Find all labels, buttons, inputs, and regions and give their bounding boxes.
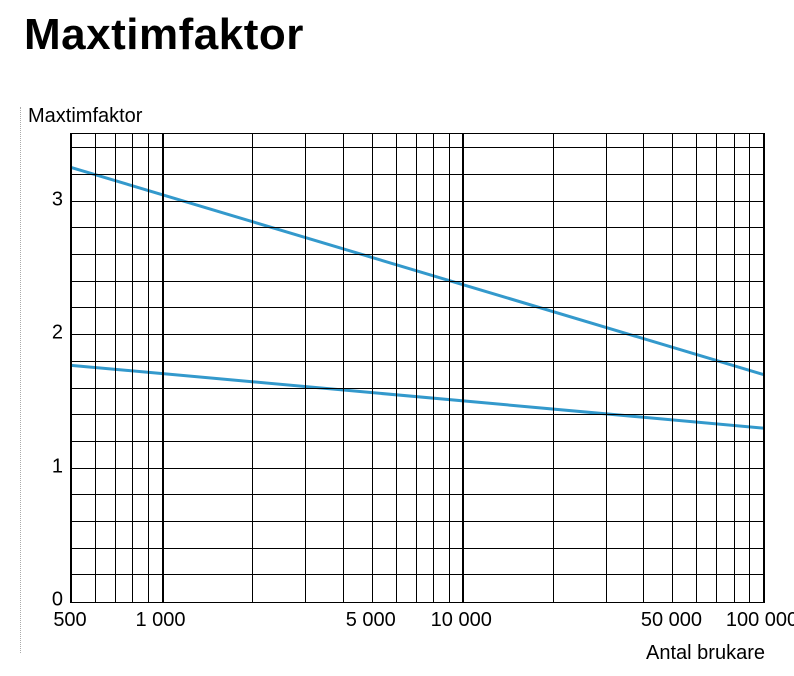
grid-line-vertical — [343, 134, 344, 602]
left-margin-guide — [20, 107, 21, 653]
y-tick-label: 1 — [33, 455, 63, 478]
grid-line-horizontal — [71, 334, 764, 335]
x-tick-label: 100 000 — [726, 609, 794, 632]
grid-line-vertical — [396, 134, 397, 602]
grid-line-vertical — [734, 134, 735, 602]
grid-line-horizontal — [71, 521, 764, 522]
grid-line-horizontal — [71, 441, 764, 442]
x-tick-label: 1 000 — [135, 609, 185, 632]
grid-line-vertical — [449, 134, 450, 602]
data-lines — [71, 134, 764, 602]
grid-line-vertical — [132, 134, 133, 602]
grid-line-vertical — [372, 134, 373, 602]
grid-line-vertical — [252, 134, 253, 602]
grid-line-vertical — [553, 134, 554, 602]
grid-line-vertical — [716, 134, 717, 602]
grid-line-vertical — [162, 134, 164, 602]
grid-line-horizontal — [71, 307, 764, 308]
data-series-line — [71, 167, 764, 374]
grid-line-vertical — [433, 134, 434, 602]
maxtimfaktor-chart: Maxtimfaktor Antal brukare 01235001 0005… — [20, 105, 775, 665]
grid-line-vertical — [763, 134, 765, 602]
grid-line-vertical — [462, 134, 464, 602]
grid-line-vertical — [749, 134, 750, 602]
grid-line-horizontal — [71, 174, 764, 175]
x-axis-title: Antal brukare — [646, 642, 765, 665]
grid-line-vertical — [95, 134, 96, 602]
grid-line-horizontal — [71, 414, 764, 415]
grid-line-horizontal — [71, 227, 764, 228]
grid-line-vertical — [115, 134, 116, 602]
y-tick-label: 2 — [33, 322, 63, 345]
plot-area — [70, 133, 765, 603]
grid-line-vertical — [71, 134, 72, 602]
grid-line-horizontal — [71, 361, 764, 362]
y-tick-label: 3 — [33, 188, 63, 211]
grid-line-vertical — [696, 134, 697, 602]
grid-line-horizontal — [71, 388, 764, 389]
x-tick-label: 5 000 — [346, 609, 396, 632]
grid-line-horizontal — [71, 147, 764, 148]
grid-line-horizontal — [71, 494, 764, 495]
grid-line-horizontal — [71, 574, 764, 575]
grid-line-vertical — [416, 134, 417, 602]
grid-line-vertical — [305, 134, 306, 602]
grid-line-horizontal — [71, 201, 764, 202]
grid-line-horizontal — [71, 281, 764, 282]
x-tick-label: 500 — [53, 609, 86, 632]
page-title: Maxtimfaktor — [24, 10, 304, 60]
x-tick-label: 10 000 — [431, 609, 492, 632]
grid-line-vertical — [148, 134, 149, 602]
grid-line-horizontal — [71, 548, 764, 549]
x-tick-label: 50 000 — [641, 609, 702, 632]
grid-line-vertical — [606, 134, 607, 602]
y-axis-title: Maxtimfaktor — [28, 105, 142, 128]
grid-line-horizontal — [71, 468, 764, 469]
grid-line-horizontal — [71, 254, 764, 255]
data-series-line — [71, 365, 764, 428]
grid-line-vertical — [643, 134, 644, 602]
grid-line-vertical — [672, 134, 673, 602]
